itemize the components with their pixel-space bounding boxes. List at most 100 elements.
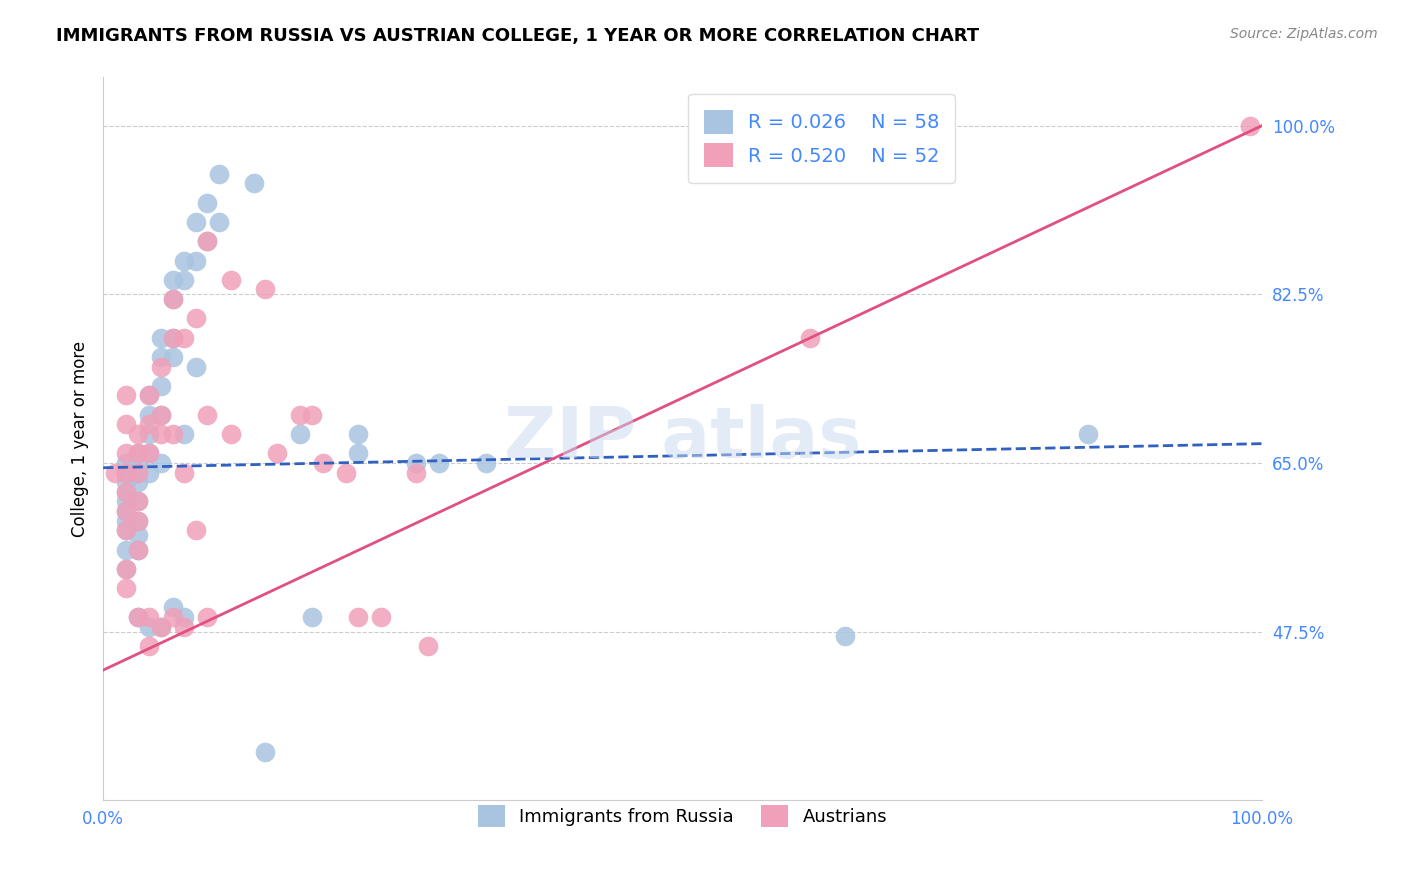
Point	[197, 195, 219, 210]
Point	[127, 542, 149, 557]
Point	[138, 417, 160, 432]
Point	[184, 215, 207, 229]
Point	[173, 620, 195, 634]
Point	[208, 167, 231, 181]
Point	[405, 466, 427, 480]
Point	[162, 292, 184, 306]
Point	[115, 475, 138, 490]
Point	[138, 610, 160, 624]
Point	[115, 417, 138, 432]
Point	[162, 610, 184, 624]
Point	[219, 427, 242, 442]
Point	[150, 620, 173, 634]
Point	[127, 446, 149, 460]
Point	[138, 466, 160, 480]
Point	[288, 408, 311, 422]
Text: Source: ZipAtlas.com: Source: ZipAtlas.com	[1230, 27, 1378, 41]
Point	[184, 524, 207, 538]
Point	[243, 177, 266, 191]
Point	[184, 253, 207, 268]
Point	[115, 524, 138, 538]
Point	[150, 620, 173, 634]
Point	[197, 234, 219, 248]
Point	[173, 273, 195, 287]
Point	[127, 427, 149, 442]
Point	[150, 456, 173, 470]
Point	[115, 494, 138, 508]
Point	[173, 466, 195, 480]
Point	[162, 427, 184, 442]
Point	[115, 466, 138, 480]
Point	[162, 273, 184, 287]
Point	[127, 610, 149, 624]
Point	[127, 446, 149, 460]
Point	[138, 446, 160, 460]
Point	[208, 215, 231, 229]
Point	[150, 408, 173, 422]
Point	[115, 484, 138, 499]
Point	[150, 331, 173, 345]
Point	[115, 542, 138, 557]
Point	[1077, 427, 1099, 442]
Point	[127, 610, 149, 624]
Point	[138, 446, 160, 460]
Point	[127, 514, 149, 528]
Point	[173, 610, 195, 624]
Point	[138, 639, 160, 653]
Point	[115, 446, 138, 460]
Point	[799, 331, 821, 345]
Point	[1239, 119, 1261, 133]
Point	[115, 524, 138, 538]
Point	[115, 514, 138, 528]
Point	[115, 562, 138, 576]
Point	[115, 484, 138, 499]
Point	[138, 427, 160, 442]
Point	[288, 427, 311, 442]
Point	[115, 562, 138, 576]
Point	[127, 494, 149, 508]
Point	[266, 446, 288, 460]
Point	[416, 639, 439, 653]
Point	[173, 427, 195, 442]
Point	[127, 494, 149, 508]
Point	[104, 466, 127, 480]
Point	[301, 610, 323, 624]
Point	[312, 456, 335, 470]
Point	[150, 359, 173, 374]
Point	[184, 311, 207, 326]
Point	[173, 253, 195, 268]
Point	[150, 350, 173, 364]
Point	[115, 581, 138, 595]
Point	[347, 446, 370, 460]
Point	[162, 331, 184, 345]
Point	[127, 514, 149, 528]
Point	[127, 466, 149, 480]
Point	[115, 504, 138, 518]
Point	[254, 745, 277, 759]
Point	[197, 408, 219, 422]
Point	[834, 629, 856, 643]
Point	[474, 456, 496, 470]
Point	[138, 388, 160, 402]
Point	[335, 466, 357, 480]
Point	[173, 331, 195, 345]
Point	[138, 388, 160, 402]
Point	[184, 359, 207, 374]
Y-axis label: College, 1 year or more: College, 1 year or more	[72, 341, 89, 537]
Point	[115, 388, 138, 402]
Point	[162, 292, 184, 306]
Legend: Immigrants from Russia, Austrians: Immigrants from Russia, Austrians	[471, 798, 894, 835]
Point	[347, 427, 370, 442]
Point	[138, 620, 160, 634]
Point	[127, 528, 149, 542]
Point	[127, 456, 149, 470]
Point	[150, 379, 173, 393]
Point	[197, 610, 219, 624]
Point	[115, 466, 138, 480]
Point	[127, 475, 149, 490]
Point	[427, 456, 450, 470]
Point	[127, 466, 149, 480]
Point	[138, 408, 160, 422]
Point	[162, 350, 184, 364]
Point	[370, 610, 392, 624]
